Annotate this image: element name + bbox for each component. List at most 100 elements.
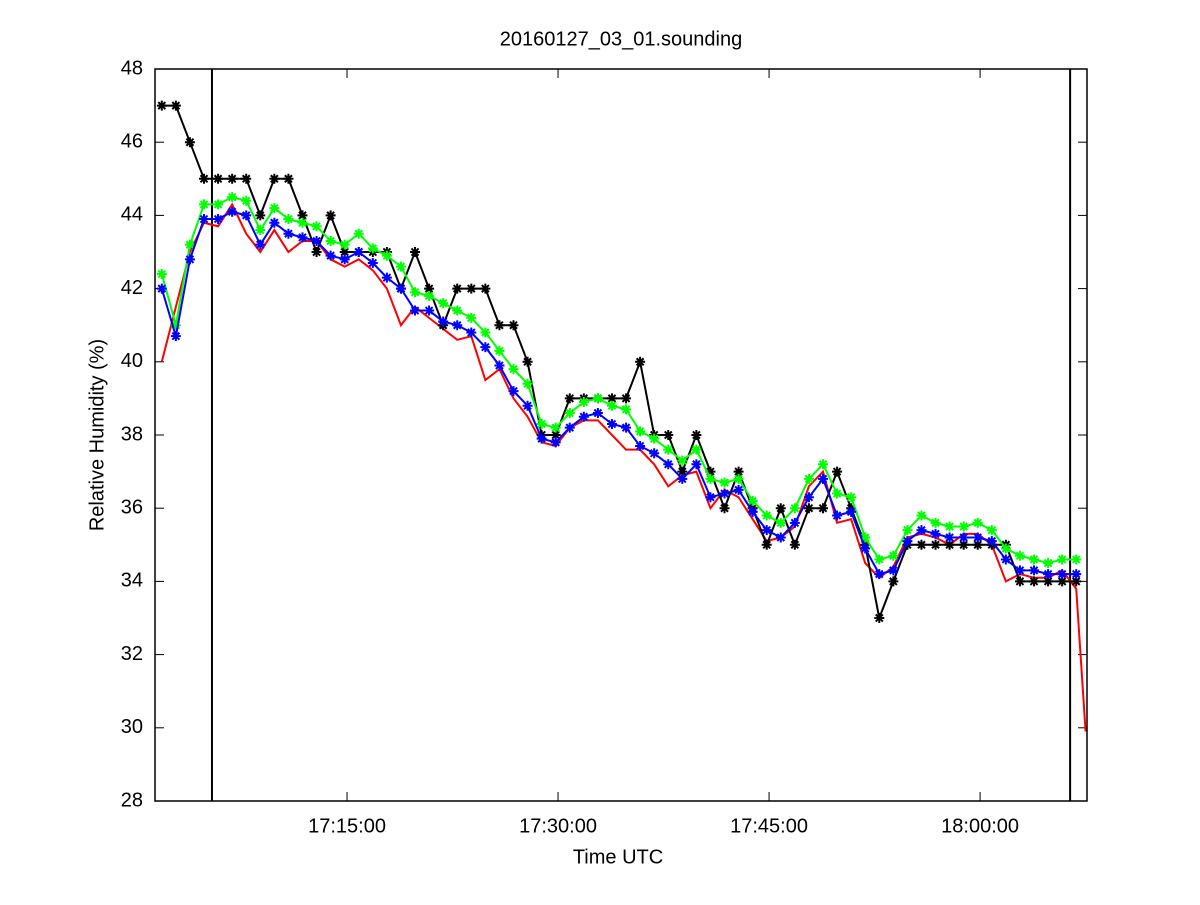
data-point <box>269 217 280 228</box>
y-tick-label: 44 <box>121 204 143 226</box>
data-point <box>874 613 885 623</box>
y-tick-label: 30 <box>121 716 143 738</box>
data-point <box>719 503 730 514</box>
data-point <box>621 422 632 433</box>
data-point <box>395 261 406 272</box>
data-point <box>438 316 449 327</box>
data-point <box>747 495 758 506</box>
data-point <box>480 342 491 353</box>
data-point <box>156 100 167 111</box>
data-point <box>395 283 406 294</box>
y-tick-label: 38 <box>121 423 143 445</box>
data-point <box>536 433 547 444</box>
data-point <box>986 525 997 536</box>
y-tick-label: 46 <box>121 130 143 152</box>
data-point <box>606 400 617 411</box>
data-point <box>508 364 519 375</box>
data-point <box>691 430 702 440</box>
x-tick-label: 17:30:00 <box>519 815 597 837</box>
data-point <box>972 517 983 528</box>
data-point <box>747 506 758 517</box>
data-point <box>621 404 632 415</box>
data-point <box>733 484 744 495</box>
data-point <box>170 100 181 111</box>
data-point <box>649 433 660 444</box>
data-point <box>1000 554 1011 565</box>
data-point <box>213 214 224 225</box>
data-point <box>986 536 997 547</box>
data-point <box>930 517 941 528</box>
data-point <box>888 550 899 561</box>
data-point <box>902 536 913 547</box>
data-point <box>1057 569 1068 580</box>
data-point <box>381 272 392 283</box>
data-point <box>297 232 308 243</box>
data-point <box>283 228 294 239</box>
data-point <box>184 254 195 265</box>
data-point <box>494 360 505 371</box>
data-point <box>972 532 983 543</box>
data-point <box>381 250 392 261</box>
data-point <box>775 517 786 528</box>
data-point <box>803 473 814 484</box>
data-point <box>888 565 899 576</box>
data-point <box>255 210 266 221</box>
data-point <box>958 521 969 532</box>
data-point <box>522 356 533 367</box>
data-point <box>832 466 843 477</box>
data-point <box>466 312 477 323</box>
data-point <box>972 539 983 550</box>
data-point <box>170 320 181 331</box>
data-point <box>466 283 477 294</box>
data-point <box>832 488 843 499</box>
data-point <box>199 199 210 210</box>
data-point <box>677 466 688 477</box>
data-point <box>761 525 772 536</box>
data-point <box>1029 554 1040 565</box>
data-point <box>564 393 575 404</box>
data-point <box>930 539 941 550</box>
data-point <box>255 225 266 236</box>
data-point <box>817 503 828 514</box>
data-point <box>339 254 350 265</box>
y-tick-label: 40 <box>121 350 143 372</box>
y-tick-label: 42 <box>121 277 143 299</box>
data-point <box>564 408 575 419</box>
data-point <box>761 539 772 550</box>
data-point <box>1071 554 1082 565</box>
data-point <box>1057 576 1068 587</box>
data-point <box>606 419 617 430</box>
data-point <box>578 411 589 422</box>
y-tick-label: 28 <box>121 789 143 811</box>
data-point <box>874 554 885 565</box>
data-point <box>719 488 730 499</box>
data-point <box>466 327 477 338</box>
data-point <box>339 247 350 257</box>
data-point <box>874 569 885 580</box>
data-point <box>1043 558 1054 569</box>
data-point <box>156 268 167 279</box>
data-point <box>269 173 280 184</box>
data-point <box>480 283 491 294</box>
data-point <box>480 327 491 338</box>
data-point <box>916 525 927 536</box>
x-tick-label: 17:45:00 <box>730 815 808 837</box>
data-point <box>241 173 252 184</box>
data-point <box>184 239 195 250</box>
y-tick-label: 34 <box>121 570 143 592</box>
data-point <box>213 173 224 184</box>
data-point <box>550 430 561 440</box>
data-point <box>691 459 702 470</box>
data-point <box>733 466 744 477</box>
data-point <box>410 305 421 316</box>
data-point <box>1014 550 1025 561</box>
data-point <box>550 422 561 433</box>
data-point <box>663 430 674 440</box>
data-point <box>789 539 800 550</box>
data-point <box>255 239 266 250</box>
data-point <box>452 305 463 316</box>
data-point <box>677 455 688 466</box>
data-point <box>1071 569 1082 580</box>
data-point <box>902 525 913 536</box>
data-point <box>536 419 547 430</box>
